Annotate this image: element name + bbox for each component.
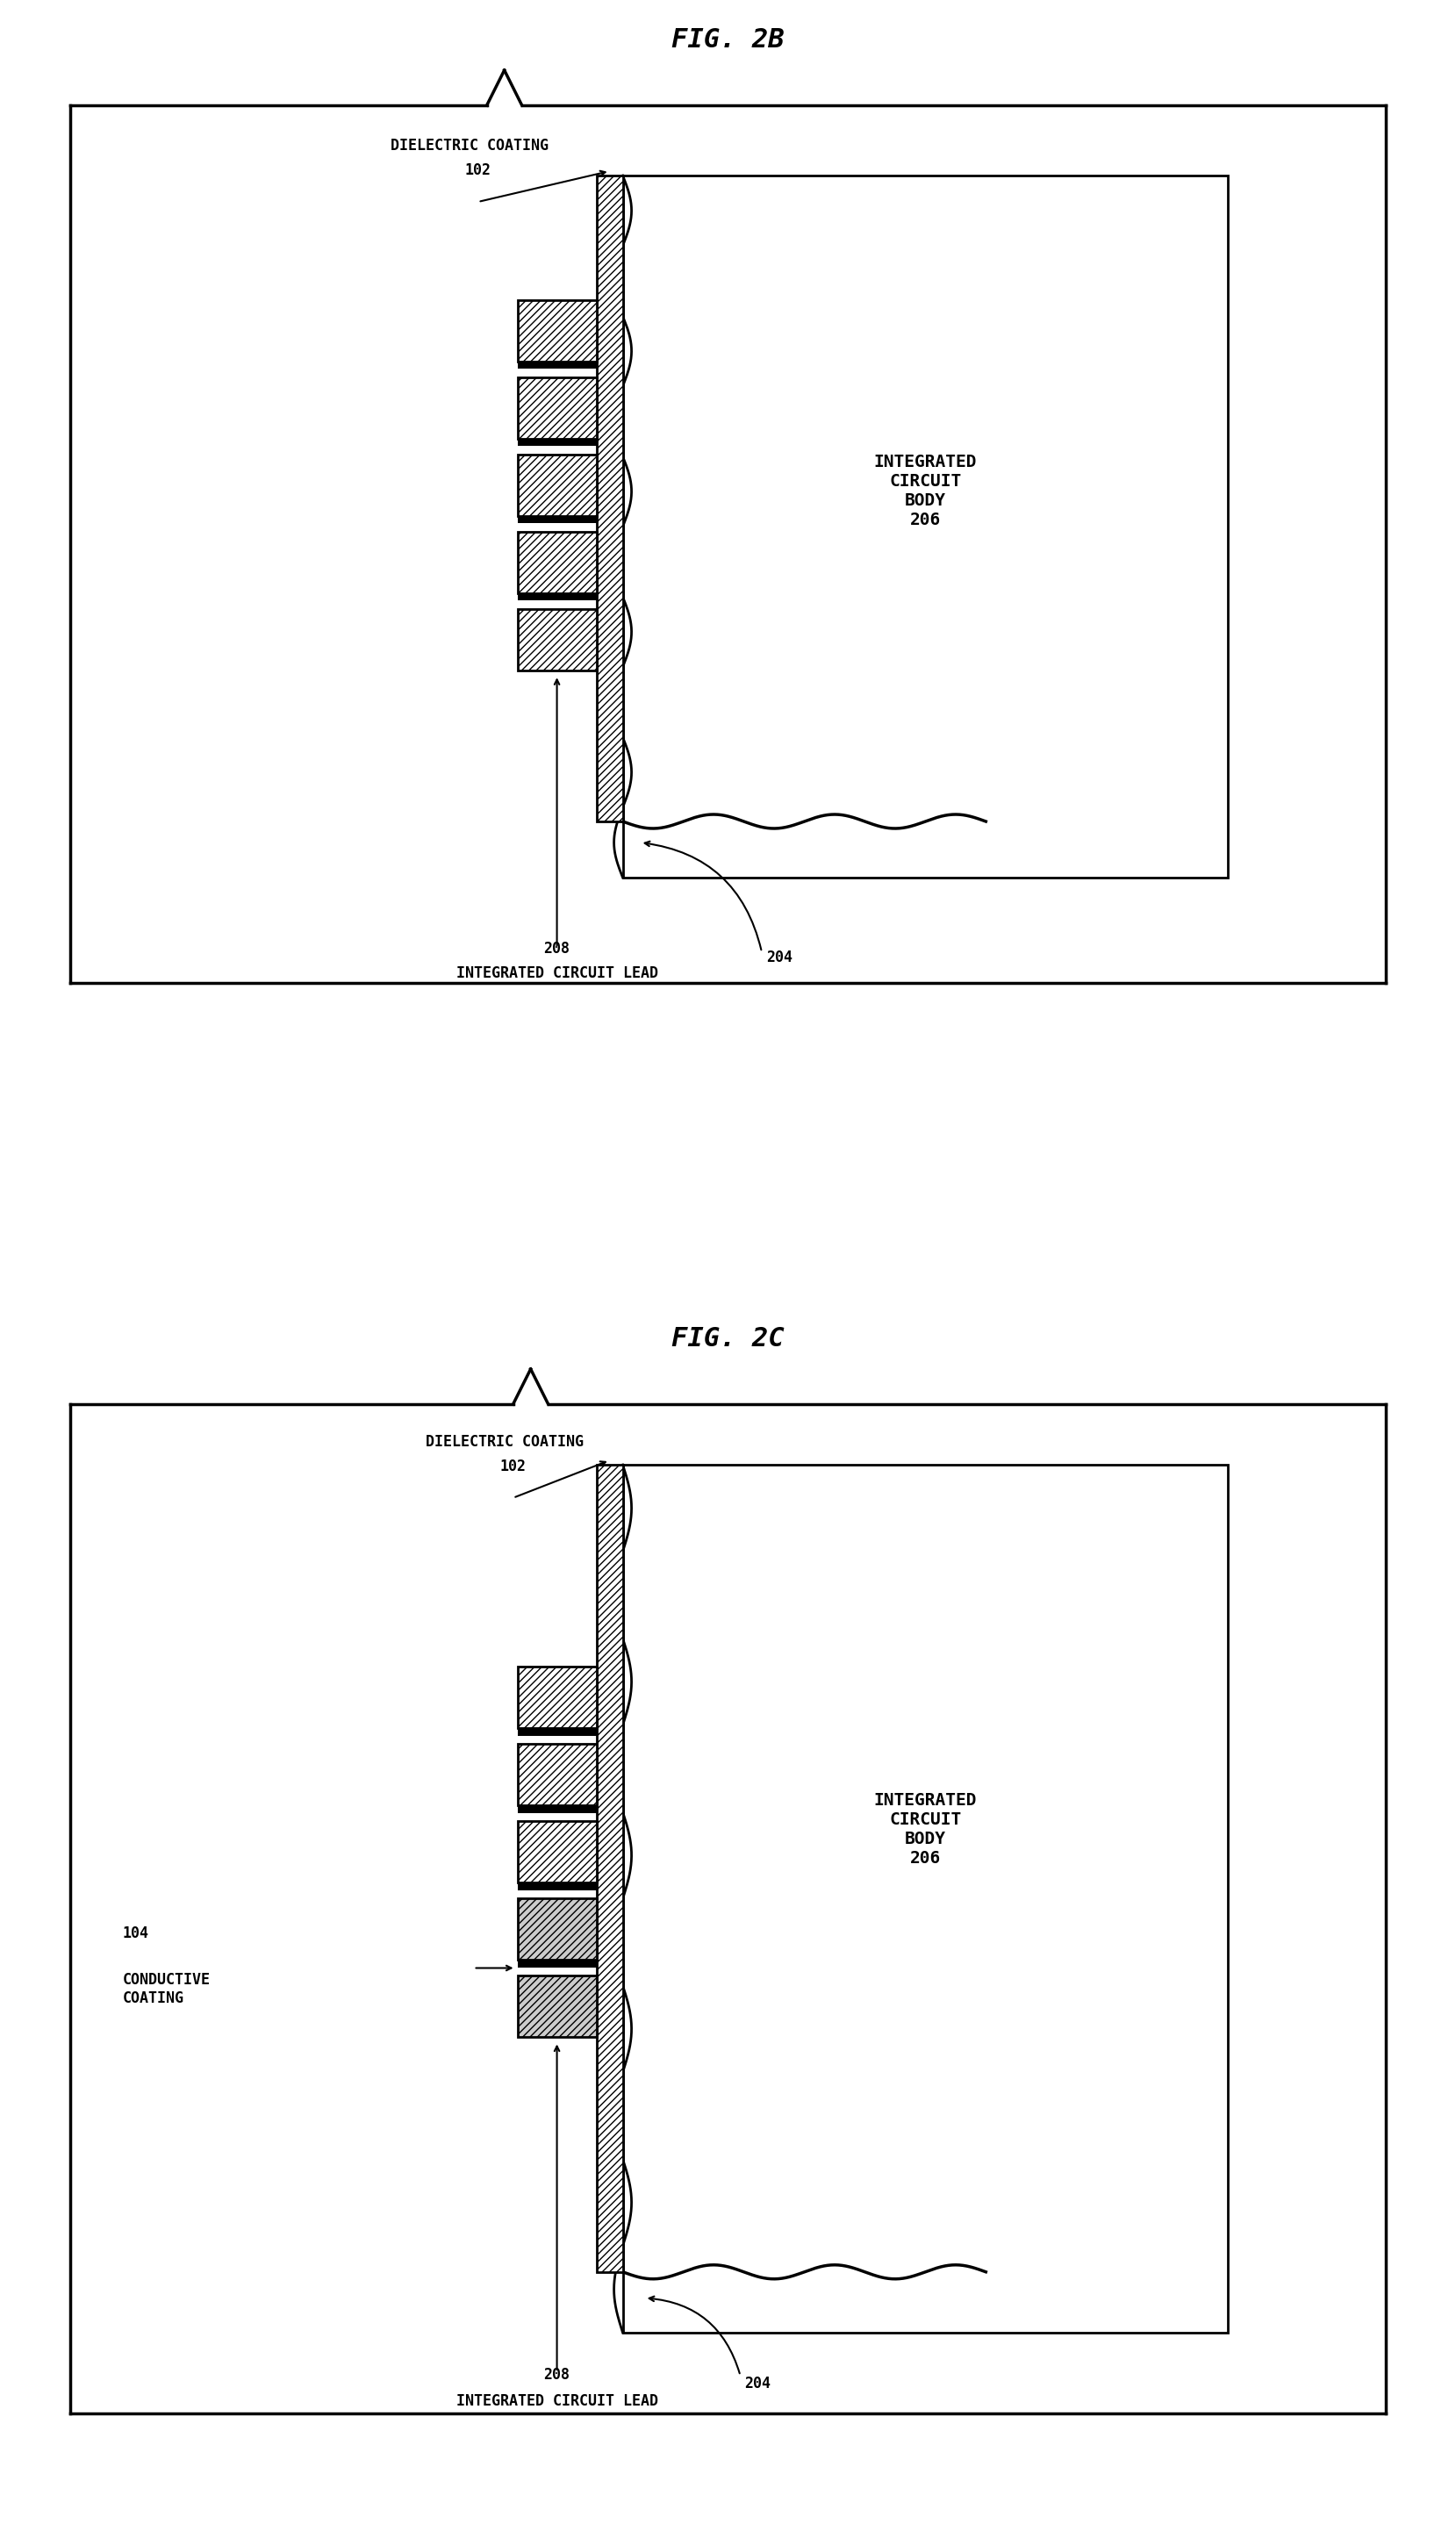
Bar	[517, 361, 597, 369]
Bar	[517, 1898, 597, 1961]
Text: INTEGRATED
CIRCUIT
BODY
206: INTEGRATED CIRCUIT BODY 206	[874, 1792, 977, 1868]
Text: 104: 104	[122, 1926, 149, 1941]
Text: FIG. 2B: FIG. 2B	[671, 28, 785, 53]
Bar	[597, 1464, 623, 2272]
Bar	[623, 1464, 1227, 2332]
Text: 102: 102	[464, 162, 491, 179]
Bar	[517, 1961, 597, 1966]
Text: DIELECTRIC COATING: DIELECTRIC COATING	[425, 1434, 584, 1449]
Bar	[517, 1883, 597, 1890]
Bar	[517, 300, 597, 361]
Bar	[517, 1805, 597, 1812]
Bar	[623, 177, 1227, 878]
Bar	[517, 1976, 597, 2037]
Text: 208: 208	[543, 2368, 571, 2383]
Text: 204: 204	[766, 949, 792, 964]
Bar	[597, 177, 623, 820]
Text: INTEGRATED CIRCUIT LEAD: INTEGRATED CIRCUIT LEAD	[456, 964, 658, 982]
Text: CONDUCTIVE
COATING: CONDUCTIVE COATING	[122, 1971, 211, 2007]
Text: 102: 102	[499, 1459, 526, 1474]
Bar	[517, 1729, 597, 1737]
Text: FIG. 2C: FIG. 2C	[671, 1325, 785, 1350]
Bar	[517, 1666, 597, 1729]
Bar	[517, 1822, 597, 1883]
Bar	[517, 533, 597, 593]
Bar	[517, 1744, 597, 1805]
Text: INTEGRATED CIRCUIT LEAD: INTEGRATED CIRCUIT LEAD	[456, 2393, 658, 2408]
Bar	[517, 454, 597, 517]
Text: 208: 208	[543, 941, 571, 957]
Text: DIELECTRIC COATING: DIELECTRIC COATING	[390, 139, 549, 154]
Bar	[517, 593, 597, 601]
Text: INTEGRATED
CIRCUIT
BODY
206: INTEGRATED CIRCUIT BODY 206	[874, 454, 977, 528]
Bar	[517, 517, 597, 522]
Bar	[517, 379, 597, 439]
Bar	[517, 439, 597, 447]
Text: 204: 204	[744, 2375, 772, 2390]
Bar	[517, 608, 597, 671]
